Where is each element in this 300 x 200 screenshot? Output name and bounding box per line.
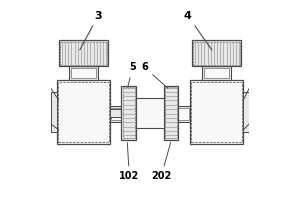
Bar: [121, 86, 136, 140]
Text: 3: 3: [80, 11, 102, 50]
Bar: [175, 108, 189, 120]
Bar: [164, 86, 178, 140]
Text: 5: 5: [128, 62, 136, 87]
Bar: [57, 80, 110, 144]
Bar: [202, 66, 231, 80]
Bar: [165, 88, 177, 138]
Bar: [136, 98, 164, 128]
Bar: [110, 109, 121, 117]
Bar: [58, 82, 109, 142]
Text: 202: 202: [151, 142, 171, 181]
Bar: [243, 92, 249, 132]
Bar: [174, 106, 190, 122]
Text: 102: 102: [119, 142, 140, 181]
Bar: [193, 42, 240, 65]
Bar: [191, 82, 242, 142]
Bar: [110, 106, 126, 122]
Bar: [204, 68, 230, 78]
Text: 4: 4: [184, 11, 212, 50]
Bar: [70, 68, 96, 78]
Bar: [58, 40, 108, 66]
Bar: [111, 108, 125, 120]
Bar: [190, 80, 243, 144]
Text: 6: 6: [141, 62, 168, 88]
Bar: [51, 92, 57, 132]
Bar: [174, 109, 178, 117]
Bar: [123, 88, 134, 138]
Bar: [69, 66, 98, 80]
Bar: [192, 40, 242, 66]
Bar: [60, 42, 107, 65]
